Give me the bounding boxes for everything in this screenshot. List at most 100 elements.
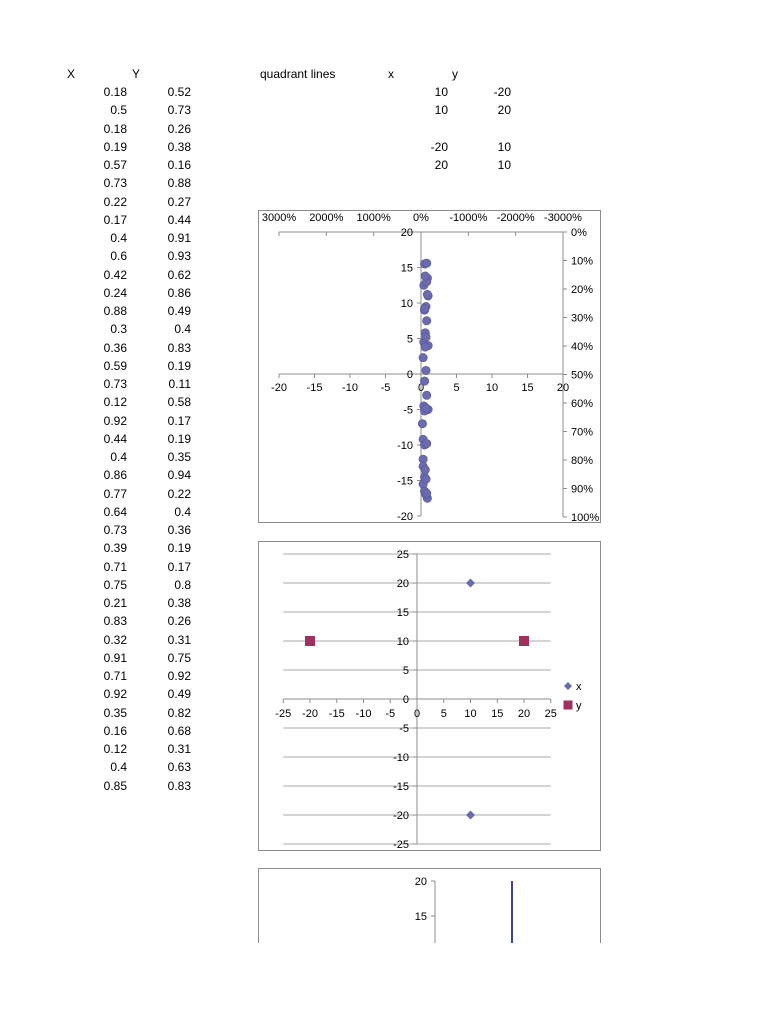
cell-x[interactable]: 0.77 bbox=[103, 486, 127, 501]
cell-x[interactable]: 0.85 bbox=[103, 778, 127, 793]
cell-x[interactable]: 0.83 bbox=[103, 614, 127, 629]
cell-x[interactable]: 0.86 bbox=[103, 468, 127, 483]
cell-x[interactable]: 0.35 bbox=[103, 705, 127, 720]
cell-x[interactable]: 0.73 bbox=[103, 176, 127, 191]
cell-y[interactable]: 0.49 bbox=[167, 687, 191, 702]
cell-x[interactable]: 0.44 bbox=[103, 431, 127, 446]
cell-y[interactable]: 0.26 bbox=[167, 614, 191, 629]
cell-x[interactable]: 0.42 bbox=[103, 267, 127, 282]
cell-y[interactable]: 0.52 bbox=[167, 85, 191, 99]
quadrant-header-y[interactable]: y bbox=[452, 67, 458, 81]
quadrant-label[interactable]: quadrant lines bbox=[260, 67, 336, 81]
cell-x[interactable]: 0.57 bbox=[103, 158, 127, 172]
quadrant-cell-y[interactable]: -20 bbox=[493, 85, 511, 99]
cell-y[interactable]: 0.31 bbox=[167, 632, 191, 647]
header-x[interactable]: X bbox=[67, 67, 76, 81]
cell-y[interactable]: 0.4 bbox=[174, 504, 191, 519]
cell-y[interactable]: 0.16 bbox=[167, 158, 191, 172]
cell-x[interactable]: 0.6 bbox=[110, 249, 127, 264]
cell-x[interactable]: 0.18 bbox=[103, 121, 127, 136]
header-y[interactable]: Y bbox=[132, 67, 141, 81]
cell-y[interactable]: 0.88 bbox=[167, 176, 191, 191]
cell-y[interactable]: 0.83 bbox=[167, 340, 191, 355]
cell-x[interactable]: 0.22 bbox=[103, 194, 127, 209]
quadrant-header-x[interactable]: x bbox=[388, 67, 394, 81]
cell-x[interactable]: 0.24 bbox=[103, 285, 127, 300]
quadrant-cell-x[interactable]: 20 bbox=[434, 158, 448, 172]
cell-y[interactable]: 0.31 bbox=[167, 742, 191, 756]
chart1-point bbox=[421, 403, 431, 413]
cell-y[interactable]: 0.82 bbox=[167, 705, 191, 720]
cell-x[interactable]: 0.17 bbox=[103, 212, 127, 227]
cell-x[interactable]: 0.73 bbox=[103, 377, 127, 391]
cell-y[interactable]: 0.83 bbox=[167, 778, 191, 793]
chart2-x-tick-label: -15 bbox=[329, 708, 345, 720]
cell-y[interactable]: 0.63 bbox=[167, 760, 191, 775]
cell-x[interactable]: 0.88 bbox=[103, 304, 127, 318]
chart-partial[interactable]: 20 15 bbox=[258, 868, 601, 943]
quadrant-cell-y[interactable]: 20 bbox=[497, 103, 511, 118]
cell-x[interactable]: 0.5 bbox=[110, 103, 127, 118]
quadrant-cell-x[interactable]: 10 bbox=[434, 85, 448, 99]
chart-scatter-percent[interactable]: -20 -15 -10 -5 0 5 10 15 20 -20 -15 -10 -5 0 5 10 15 20 30… bbox=[258, 210, 601, 523]
cell-y[interactable]: 0.19 bbox=[167, 431, 191, 446]
cell-y[interactable]: 0.86 bbox=[167, 285, 191, 300]
chart1-y-tick-label: 0 bbox=[407, 369, 413, 381]
cell-y[interactable]: 0.4 bbox=[174, 322, 191, 337]
quadrant-cell-y[interactable]: 10 bbox=[497, 158, 511, 172]
cell-y[interactable]: 0.17 bbox=[167, 559, 191, 574]
cell-y[interactable]: 0.22 bbox=[167, 486, 191, 501]
cell-x[interactable]: 0.3 bbox=[110, 322, 127, 337]
cell-y[interactable]: 0.58 bbox=[167, 395, 191, 410]
cell-x[interactable]: 0.36 bbox=[103, 340, 127, 355]
quadrant-cell-x[interactable]: -20 bbox=[430, 139, 448, 154]
cell-y[interactable]: 0.35 bbox=[167, 450, 191, 464]
cell-x[interactable]: 0.39 bbox=[103, 541, 127, 556]
cell-y[interactable]: 0.91 bbox=[167, 231, 191, 245]
cell-x[interactable]: 0.75 bbox=[103, 577, 127, 592]
quadrant-cell-y[interactable]: 10 bbox=[497, 139, 511, 154]
chart1-x-tick-label: 5 bbox=[453, 382, 459, 394]
cell-y[interactable]: 0.44 bbox=[167, 212, 191, 227]
cell-x[interactable]: 0.18 bbox=[103, 85, 127, 99]
cell-y[interactable]: 0.93 bbox=[167, 249, 191, 264]
cell-x[interactable]: 0.12 bbox=[103, 395, 127, 410]
cell-x[interactable]: 0.4 bbox=[110, 760, 127, 775]
cell-x[interactable]: 0.4 bbox=[110, 450, 127, 464]
cell-y[interactable]: 0.62 bbox=[167, 267, 191, 282]
cell-y[interactable]: 0.75 bbox=[167, 650, 191, 665]
cell-y[interactable]: 0.36 bbox=[167, 523, 191, 537]
cell-y[interactable]: 0.26 bbox=[167, 121, 191, 136]
cell-x[interactable]: 0.71 bbox=[103, 559, 127, 574]
cell-y[interactable]: 0.8 bbox=[174, 577, 191, 592]
cell-y[interactable]: 0.92 bbox=[167, 669, 191, 683]
cell-x[interactable]: 0.71 bbox=[103, 669, 127, 683]
cell-y[interactable]: 0.27 bbox=[167, 194, 191, 209]
cell-x[interactable]: 0.21 bbox=[103, 596, 127, 610]
cell-x[interactable]: 0.32 bbox=[103, 632, 127, 647]
cell-x[interactable]: 0.73 bbox=[103, 523, 127, 537]
cell-y[interactable]: 0.68 bbox=[167, 723, 191, 738]
cell-x[interactable]: 0.92 bbox=[103, 413, 127, 428]
cell-x[interactable]: 0.92 bbox=[103, 687, 127, 702]
cell-y[interactable]: 0.49 bbox=[167, 304, 191, 318]
cell-y[interactable]: 0.38 bbox=[167, 596, 191, 610]
cell-x[interactable]: 0.64 bbox=[103, 504, 127, 519]
cell-y[interactable]: 0.73 bbox=[167, 103, 191, 118]
cell-y[interactable]: 0.38 bbox=[167, 139, 191, 154]
cell-x[interactable]: 0.19 bbox=[103, 139, 127, 154]
cell-x[interactable]: 0.91 bbox=[103, 650, 127, 665]
chart2-y-tick-label: -15 bbox=[393, 781, 409, 793]
cell-y[interactable]: 0.17 bbox=[167, 413, 191, 428]
cell-x[interactable]: 0.16 bbox=[103, 723, 127, 738]
cell-y[interactable]: 0.19 bbox=[167, 358, 191, 373]
chart2-svg: -25 -20 -15 -10 -5 0 5 10 15 20 25 -25 -20 -15 -10 -5 0 5… bbox=[275, 549, 582, 850]
cell-x[interactable]: 0.59 bbox=[103, 358, 127, 373]
cell-y[interactable]: 0.94 bbox=[167, 468, 191, 483]
cell-x[interactable]: 0.12 bbox=[103, 742, 127, 756]
chart-quadrant-lines[interactable]: -25 -20 -15 -10 -5 0 5 10 15 20 25 -25 -20 -15 -10 -5 0 5… bbox=[258, 541, 601, 851]
cell-y[interactable]: 0.19 bbox=[167, 541, 191, 556]
quadrant-cell-x[interactable]: 10 bbox=[434, 103, 448, 118]
cell-y[interactable]: 0.11 bbox=[168, 377, 191, 391]
cell-x[interactable]: 0.4 bbox=[110, 231, 127, 245]
